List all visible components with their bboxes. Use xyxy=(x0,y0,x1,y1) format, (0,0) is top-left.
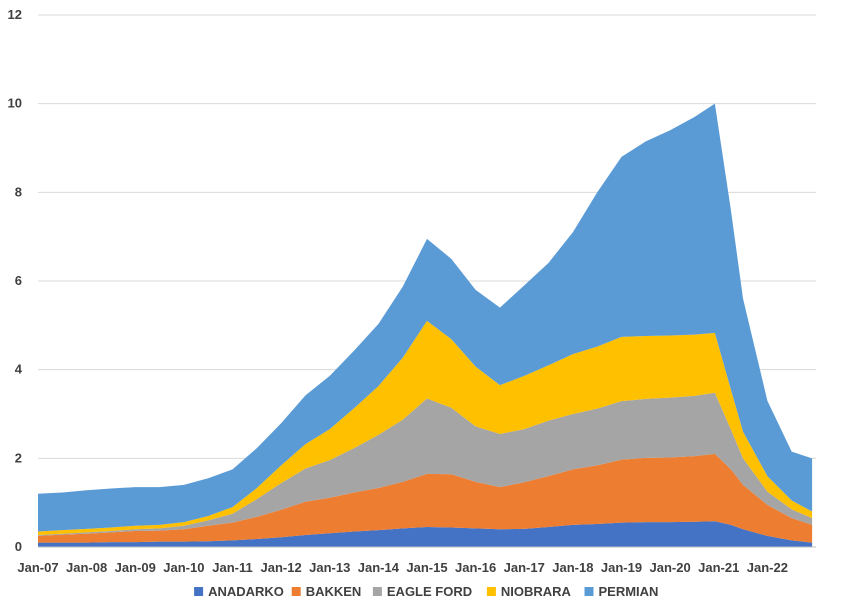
x-tick-label: Jan-09 xyxy=(115,560,156,575)
legend-swatch-permian xyxy=(584,587,594,596)
x-tick-label: Jan-17 xyxy=(504,560,545,575)
x-tick-label: Jan-20 xyxy=(650,560,691,575)
y-tick-label: 2 xyxy=(15,450,22,465)
x-tick-label: Jan-15 xyxy=(406,560,447,575)
x-tick-label: Jan-08 xyxy=(66,560,107,575)
x-tick-label: Jan-14 xyxy=(358,560,400,575)
y-tick-label: 10 xyxy=(8,96,22,111)
legend-swatch-bakken xyxy=(291,587,301,596)
x-tick-label: Jan-12 xyxy=(261,560,302,575)
x-tick-label: Jan-10 xyxy=(163,560,204,575)
legend-swatch-anadarko xyxy=(194,587,204,596)
x-tick-label: Jan-11 xyxy=(212,560,252,575)
x-tick-label: Jan-18 xyxy=(552,560,593,575)
legend-label: EAGLE FORD xyxy=(387,584,472,599)
legend-swatch-eagle-ford xyxy=(372,587,382,596)
area-series-group xyxy=(38,103,813,547)
x-tick-label: Jan-19 xyxy=(601,560,642,575)
area-series-eagle-ford xyxy=(38,392,813,536)
y-tick-label: 4 xyxy=(15,362,23,377)
legend-label: BAKKEN xyxy=(306,584,362,599)
y-tick-label: 12 xyxy=(8,7,22,22)
x-tick-label: Jan-22 xyxy=(747,560,788,575)
area-series-niobrara xyxy=(38,320,813,536)
legend-label: NIOBRARA xyxy=(501,584,572,599)
legend: ANADARKO BAKKEN EAGLE FORD NIOBRARA PERMIAN xyxy=(194,584,658,599)
area-series-permian xyxy=(38,103,813,532)
x-tick-label: Jan-21 xyxy=(698,560,739,575)
x-tick-label: Jan-16 xyxy=(455,560,496,575)
area-series-bakken xyxy=(38,453,813,543)
x-tick-label: Jan-07 xyxy=(17,560,58,575)
legend-swatch-niobrara xyxy=(486,587,496,596)
area-series-anadarko xyxy=(38,521,813,547)
x-tick-label: Jan-13 xyxy=(309,560,350,575)
axes: 0 2 4 6 8 10 12 Jan-07 Jan-08 Jan-09 Jan-10 Jan-11 J… xyxy=(8,7,816,575)
y-tick-label: 6 xyxy=(15,273,22,288)
y-tick-label: 0 xyxy=(15,539,22,554)
legend-label: PERMIAN xyxy=(599,584,659,599)
y-tick-label: 8 xyxy=(15,184,22,199)
legend-label: ANADARKO xyxy=(208,584,284,599)
